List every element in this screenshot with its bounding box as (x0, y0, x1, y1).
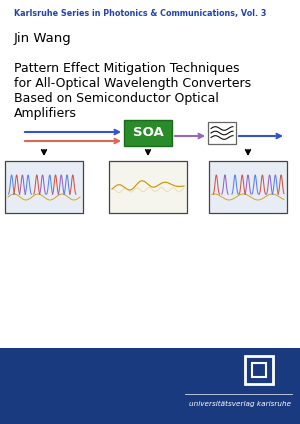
Text: Jin Wang: Jin Wang (14, 32, 72, 45)
Bar (124, 120, 172, 146)
Text: Karlsruhe Series in Photonics & Communications, Vol. 3: Karlsruhe Series in Photonics & Communic… (14, 9, 266, 18)
Text: SOA: SOA (133, 126, 164, 139)
Text: for All-Optical Wavelength Converters: for All-Optical Wavelength Converters (14, 77, 251, 90)
Text: Pattern Effect Mitigation Techniques: Pattern Effect Mitigation Techniques (14, 62, 239, 75)
Bar (209, 161, 287, 213)
Text: Amplifiers: Amplifiers (14, 107, 77, 120)
Bar (252, 363, 266, 377)
Bar (0, 348, 300, 424)
Text: Based on Semiconductor Optical: Based on Semiconductor Optical (14, 92, 219, 105)
Text: universitätsverlag karlsruhe: universitätsverlag karlsruhe (189, 401, 291, 407)
Bar (5, 161, 83, 213)
Bar (208, 122, 236, 144)
Bar (245, 356, 273, 384)
Bar (109, 161, 187, 213)
